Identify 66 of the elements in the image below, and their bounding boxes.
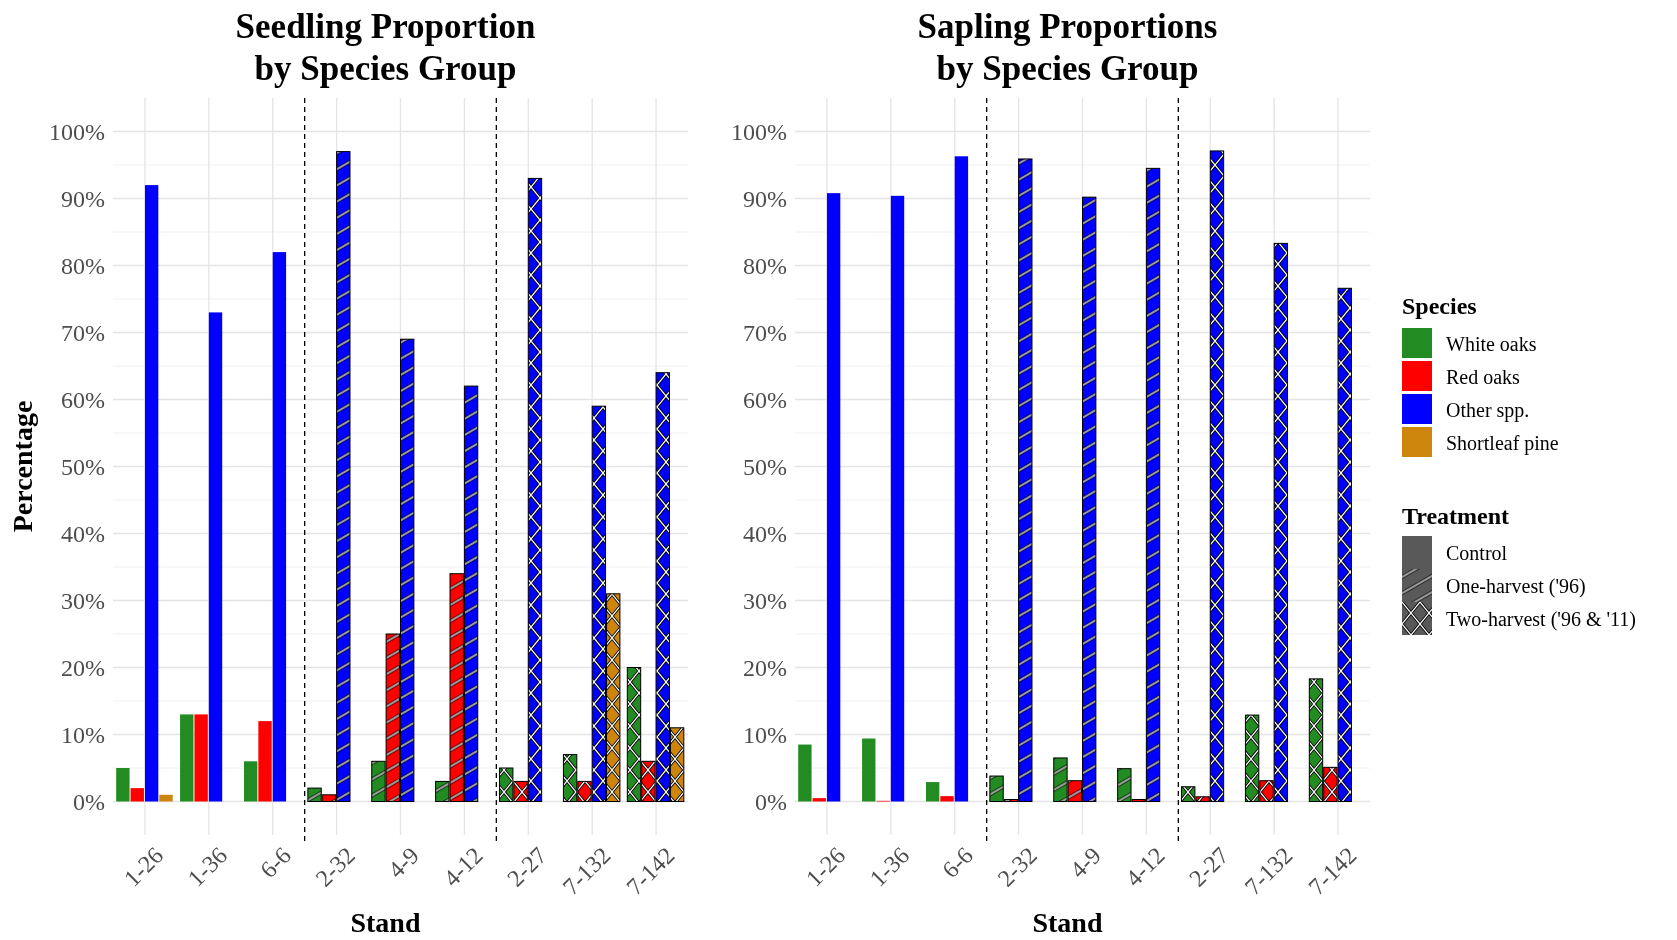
y-tick-label: 50%: [61, 453, 105, 480]
y-tick-label: 70%: [743, 319, 787, 346]
y-tick-label: 90%: [743, 185, 787, 212]
text: One-harvest ('96): [1446, 575, 1586, 598]
x-tick-label: 1-26: [118, 842, 169, 892]
y-tick-label: 40%: [743, 520, 787, 547]
legend-label: White oaks: [1446, 333, 1537, 355]
bar: [194, 714, 208, 802]
x-axis-title: Stand: [350, 907, 421, 938]
text: Two-harvest ('96 & '11): [1446, 608, 1637, 631]
y-tick-label: 10%: [743, 721, 787, 748]
bar: [208, 312, 223, 802]
bar: [258, 721, 272, 802]
x-tick-label: 4-12: [1120, 842, 1170, 892]
bar: [144, 185, 159, 802]
text: Treatment: [1402, 503, 1510, 529]
y-tick-label: 20%: [743, 654, 787, 681]
y-tick-label: 20%: [61, 654, 105, 681]
bar: [826, 193, 841, 802]
y-tick-label: 100%: [49, 118, 105, 145]
y-tick-label: 50%: [743, 453, 787, 480]
y-tick-label: 30%: [743, 587, 787, 614]
bar: [812, 798, 826, 802]
x-tick-label: 2-32: [992, 842, 1043, 892]
bar: [954, 156, 969, 802]
y-tick-label: 0%: [73, 788, 105, 815]
y-tick-label: 70%: [61, 319, 105, 346]
bar: [116, 768, 130, 802]
legend-label: Other spp.: [1446, 399, 1530, 422]
x-tick-label: 4-12: [438, 842, 488, 892]
bar: [272, 252, 287, 802]
y-axis-title: Percentage: [7, 400, 38, 533]
bar: [159, 794, 173, 802]
bar: [862, 738, 876, 802]
y-tick-label: 30%: [61, 587, 105, 614]
chart-title: Sapling Proportions by Species Group: [917, 7, 1218, 88]
x-axis-title: Stand: [1032, 907, 1103, 938]
y-tick-label: 90%: [61, 185, 105, 212]
x-tick-label: 4-9: [1064, 842, 1106, 884]
y-tick-label: 0%: [755, 788, 787, 815]
y-tick-label: 80%: [743, 252, 787, 279]
x-tick-label: 2-32: [310, 842, 361, 892]
bar: [940, 796, 954, 802]
x-tick-label: 1-26: [800, 842, 851, 892]
bar: [925, 782, 940, 802]
bar: [180, 714, 194, 802]
y-tick-label: 10%: [61, 721, 105, 748]
x-tick-label: 1-36: [864, 842, 915, 892]
legend-title: Species: [1402, 293, 1477, 319]
y-tick-label: 40%: [61, 520, 105, 547]
y-tick-label: 60%: [61, 386, 105, 413]
bar: [243, 761, 258, 802]
x-tick-label: 4-9: [382, 842, 424, 884]
bar: [798, 744, 812, 802]
y-tick-label: 80%: [61, 252, 105, 279]
x-tick-label: 1-36: [182, 842, 233, 892]
y-tick-label: 60%: [743, 386, 787, 413]
bar: [890, 195, 905, 802]
legend-label: Red oaks: [1446, 366, 1521, 388]
bar: [130, 788, 144, 802]
text: Control: [1446, 542, 1508, 564]
x-tick-label: 6-6: [255, 842, 297, 884]
chart-title: Seedling Proportion by Species Group: [235, 7, 536, 88]
legend-label: Shortleaf pine: [1446, 432, 1559, 455]
y-tick-label: 100%: [731, 118, 787, 145]
x-tick-label: 6-6: [937, 842, 979, 884]
